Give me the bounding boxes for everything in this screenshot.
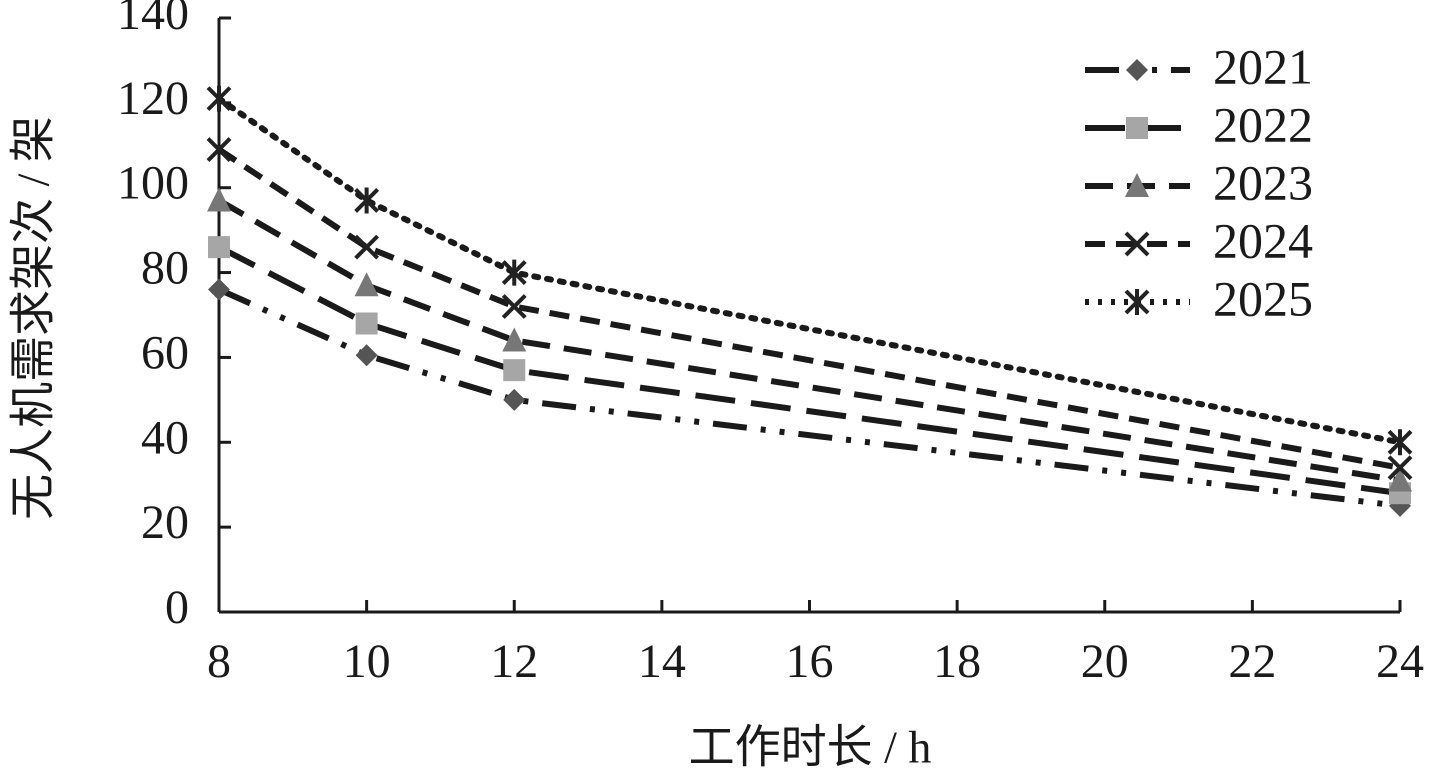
y-tick-label: 140 [117, 0, 189, 40]
y-tick-label: 100 [117, 157, 189, 210]
marker [1388, 467, 1412, 492]
x-tick-label: 16 [786, 635, 834, 688]
x-tick-label: 20 [1081, 635, 1129, 688]
legend-item: 2022 [1085, 96, 1313, 152]
series-line [217, 197, 1401, 484]
legend-marker [1126, 117, 1148, 139]
legend-marker [1124, 289, 1150, 315]
marker [354, 272, 379, 297]
y-tick-label: 40 [141, 411, 189, 464]
marker [501, 259, 527, 286]
y-tick-label: 60 [141, 326, 189, 379]
marker [208, 236, 230, 259]
x-tick-label: 24 [1376, 635, 1424, 688]
legend-item: 2023 [1085, 154, 1313, 210]
legend-marker [1125, 173, 1149, 197]
y-tick-label: 20 [141, 496, 189, 549]
series-line [217, 147, 1401, 471]
legend-item: 2021 [1085, 38, 1313, 94]
y-tick-label: 0 [165, 581, 189, 634]
legend-item: 2025 [1085, 270, 1313, 326]
marker [503, 388, 526, 411]
x-tick-label: 18 [933, 635, 981, 688]
marker [206, 137, 232, 162]
x-tick-label: 8 [207, 635, 231, 688]
marker [207, 187, 231, 212]
x-tick-label: 10 [343, 635, 391, 688]
marker [1387, 455, 1413, 481]
x-axis-title: 工作时长 / h [689, 722, 932, 773]
marker [208, 278, 230, 301]
marker [501, 294, 527, 319]
marker [503, 359, 526, 382]
y-axis-title: 无人机需求架次 / 架 [8, 116, 59, 520]
x-tick-label: 12 [490, 635, 538, 688]
marker [1387, 429, 1413, 456]
series-line [217, 244, 1401, 497]
x-tick-label: 14 [638, 635, 686, 688]
legend-label: 2021 [1213, 38, 1313, 94]
marker [206, 85, 232, 112]
x-tick-label: 22 [1228, 635, 1276, 688]
legend-marker [1124, 231, 1150, 257]
marker [502, 327, 527, 352]
legend-label: 2025 [1213, 270, 1313, 326]
y-tick-label: 80 [141, 242, 189, 295]
legend-label: 2023 [1213, 154, 1313, 210]
marker [355, 312, 378, 335]
legend-label: 2022 [1213, 96, 1313, 152]
y-tick-label: 120 [117, 72, 189, 125]
marker [354, 187, 380, 214]
legend-item: 2024 [1085, 212, 1313, 268]
series-line [216, 95, 1403, 446]
marker [354, 234, 380, 260]
legend-marker [1126, 59, 1148, 81]
marker [355, 344, 378, 367]
legend-label: 2024 [1213, 212, 1313, 268]
